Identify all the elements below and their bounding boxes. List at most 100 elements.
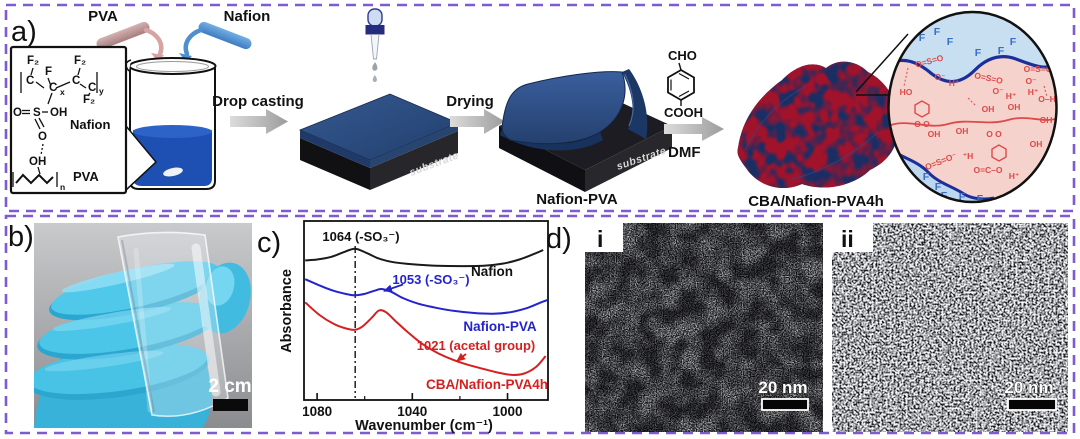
svg-text:H⁺: H⁺ bbox=[949, 78, 960, 88]
membrane-red-patches bbox=[737, 61, 898, 189]
struct-f2-a: F₂ bbox=[27, 55, 39, 67]
magnifier-line-1 bbox=[855, 33, 909, 93]
dmf-arrow bbox=[664, 117, 724, 141]
svg-text:O=C–O: O=C–O bbox=[973, 165, 1002, 175]
inset-nafion-chain-bottom bbox=[888, 146, 995, 201]
svg-text:H⁺: H⁺ bbox=[1028, 87, 1039, 97]
svg-text:F: F bbox=[947, 36, 954, 48]
panel-a-border bbox=[4, 3, 1076, 213]
inset-nafion-chain-top bbox=[888, 55, 1057, 84]
pva-backbone bbox=[15, 173, 54, 185]
struct-f2-b: F₂ bbox=[74, 55, 86, 67]
struct-c3: C bbox=[72, 75, 80, 87]
transparent-film bbox=[117, 231, 229, 418]
tem-ii-label-patch bbox=[832, 223, 873, 252]
x-axis-ticks: 1080 1040 1000 bbox=[302, 393, 523, 419]
dmf-label: DMF bbox=[668, 144, 701, 161]
beaker-liquid bbox=[133, 130, 212, 186]
tem-i-label-patch bbox=[585, 223, 623, 252]
liquid-reflection bbox=[163, 167, 183, 177]
svg-text:OH: OH bbox=[1008, 102, 1021, 112]
cba-molecule: CHO COOH bbox=[664, 48, 703, 120]
photo-scale-text: 2 cm bbox=[208, 376, 251, 397]
nafion-rod bbox=[198, 21, 252, 50]
spectrum-curve-nafion bbox=[305, 247, 544, 268]
cba-cooh: COOH bbox=[664, 105, 703, 120]
svg-text:OH: OH bbox=[1030, 139, 1043, 149]
svg-text:O O: O O bbox=[914, 119, 930, 129]
liquid-surface bbox=[133, 125, 212, 138]
nafion-pva-film bbox=[501, 71, 626, 145]
x-tick-label: 1040 bbox=[397, 404, 427, 419]
struct-oh1: OH bbox=[50, 107, 67, 119]
tem-image-i: i 20 nm bbox=[585, 223, 823, 432]
tem-i-domains bbox=[585, 223, 823, 432]
svg-text:OH: OH bbox=[1040, 115, 1053, 125]
inset-outline bbox=[887, 10, 1058, 204]
cba-cho: CHO bbox=[668, 48, 697, 63]
struct-bonds bbox=[12, 67, 98, 187]
pva-chain-wavy bbox=[888, 117, 1057, 127]
beaker bbox=[125, 57, 217, 190]
panel-b-label: b) bbox=[8, 221, 34, 253]
film-fold bbox=[622, 69, 648, 139]
tem-ii-label: ii bbox=[841, 226, 854, 252]
svg-text:OH: OH bbox=[956, 126, 969, 136]
nafion-source-label: Nafion bbox=[224, 8, 271, 25]
annotation-1021: 1021 (acetal group) bbox=[417, 338, 536, 353]
struct-sub-x: x bbox=[60, 87, 65, 97]
legend-nafion-pva: Nafion-PVA bbox=[463, 319, 536, 334]
photo-panel: b) 2 cm bbox=[8, 221, 252, 428]
step-drop-casting: Drop casting bbox=[212, 93, 304, 110]
tem-panel: d) i 20 nm ii 20 nm bbox=[546, 223, 1068, 432]
substrate-block-2: substrate bbox=[499, 69, 672, 192]
struct-sub-y: y bbox=[99, 86, 104, 96]
svg-text:F: F bbox=[975, 47, 982, 59]
beaker-rim-inner bbox=[136, 61, 209, 72]
membrane-photo: 2 cm bbox=[34, 223, 252, 428]
svg-text:OH: OH bbox=[982, 104, 995, 114]
x-tick-label: 1080 bbox=[302, 404, 332, 419]
struct-nafion-label: Nafion bbox=[70, 117, 111, 132]
struct-s1: S bbox=[33, 107, 41, 119]
svg-text:O⁻: O⁻ bbox=[1025, 76, 1036, 86]
process-panel: a) PVA Nafion F₂ F₂ C F C x bbox=[9, 8, 1058, 210]
spectrum-curve-nafion-pva bbox=[305, 278, 547, 315]
chemical-structure-box: F₂ F₂ C F C x C C y F₂ O S bbox=[9, 45, 158, 195]
svg-text:HO: HO bbox=[900, 87, 913, 97]
membrane-wrinkles bbox=[744, 85, 879, 181]
cba-membrane-caption: CBA/Nafion-PVA4h bbox=[748, 193, 884, 210]
magnified-inset-circle: F F F F F F F F F F F F bbox=[887, 10, 1058, 205]
x-axis-label: Wavenumber (cm⁻¹) bbox=[355, 418, 493, 434]
film-under-edge bbox=[500, 128, 603, 151]
step-drying: Drying bbox=[446, 93, 494, 110]
svg-text:⁺H: ⁺H bbox=[963, 151, 974, 161]
svg-text:OH: OH bbox=[928, 129, 941, 139]
nitrile-glove bbox=[34, 261, 251, 428]
crosslink-ring-1 bbox=[914, 100, 930, 118]
film-fold-highlight bbox=[624, 73, 634, 127]
struct-pva-label: PVA bbox=[73, 169, 99, 184]
svg-text:F: F bbox=[1010, 36, 1017, 48]
photo-scale-bar bbox=[213, 399, 248, 411]
struct-sub-n: n bbox=[60, 182, 65, 192]
tem-image-ii: ii 20 nm bbox=[832, 223, 1068, 432]
annotation-1064: 1064 (-SO₃⁻) bbox=[322, 229, 399, 244]
panel-a-label: a) bbox=[11, 16, 37, 48]
svg-text:F: F bbox=[923, 171, 930, 183]
svg-text:F: F bbox=[977, 193, 984, 205]
pva-source-label: PVA bbox=[88, 8, 118, 25]
ftir-panel: c) 1080 1040 1000 1064 (-SO₃⁻) 1053 (-SO₃⁻… bbox=[257, 220, 549, 434]
svg-text:F: F bbox=[959, 191, 966, 203]
crumpled-membrane bbox=[737, 61, 898, 189]
struct-f1: F bbox=[45, 66, 52, 78]
crosslink-ring-2 bbox=[991, 144, 1007, 162]
x-tick-label: 1000 bbox=[493, 404, 523, 419]
annotation-1053: 1053 (-SO₃⁻) bbox=[392, 272, 469, 287]
tem-ii-scale-text: 20 nm bbox=[1004, 378, 1053, 397]
hydrogen-bond-dotted bbox=[40, 143, 44, 156]
struct-o1: O bbox=[13, 107, 22, 119]
tem-ii-grain bbox=[832, 223, 1068, 432]
svg-text:F: F bbox=[998, 45, 1005, 57]
